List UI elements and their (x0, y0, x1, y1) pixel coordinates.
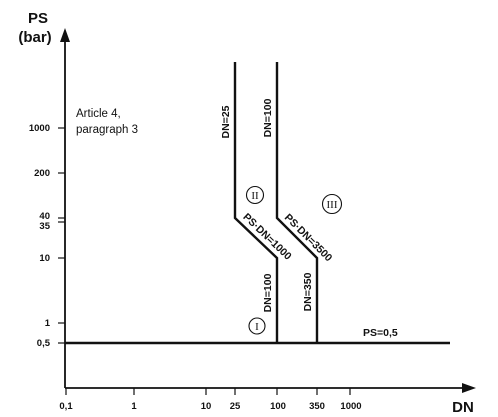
x-tick-label-0-1: 0,1 (59, 401, 73, 412)
x-axis-title: DN (452, 399, 474, 416)
ps-0-5-label: PS=0,5 (363, 327, 398, 339)
y-axis-title-line1: PS (28, 10, 48, 27)
y-tick-label-1000: 1000 (29, 123, 50, 134)
y-tick-label-10: 10 (39, 253, 50, 264)
region-ii-circle (245, 185, 265, 205)
dn100-bottom-label: DN=100 (262, 273, 274, 312)
category-ii-boundary (233, 62, 279, 343)
x-tick-label-1000: 1000 (340, 401, 361, 412)
region-iii-label: III (327, 199, 338, 211)
region-ii-label: II (251, 190, 259, 202)
x-tick-label-10: 10 (201, 401, 212, 412)
y-tick-label-1: 1 (45, 318, 51, 329)
y-tick-label-0-5: 0,5 (37, 338, 51, 349)
category-iii-boundary (275, 62, 319, 343)
article-note-line1: Article 4, (76, 108, 121, 120)
y-tick-label-200: 200 (34, 168, 50, 179)
y-tick-label-35: 35 (39, 221, 50, 232)
region-i-label: I (255, 321, 259, 333)
region-iii-circle (321, 193, 343, 215)
y-axis-title-line2: (bar) (18, 29, 51, 46)
dn25-label: DN=25 (220, 105, 232, 138)
article-note-line2: paragraph 3 (76, 124, 138, 136)
x-axis-arrow (462, 383, 476, 393)
y-axis-arrow (60, 28, 70, 42)
x-tick-label-350: 350 (309, 401, 325, 412)
dn100-top-label: DN=100 (262, 98, 274, 137)
x-tick-label-100: 100 (270, 401, 286, 412)
x-tick-label-1: 1 (131, 401, 137, 412)
region-i-circle (248, 317, 266, 335)
x-tick-label-25: 25 (230, 401, 241, 412)
y-tick-label-40: 40 (39, 211, 50, 222)
dn350-label: DN=350 (302, 272, 314, 311)
